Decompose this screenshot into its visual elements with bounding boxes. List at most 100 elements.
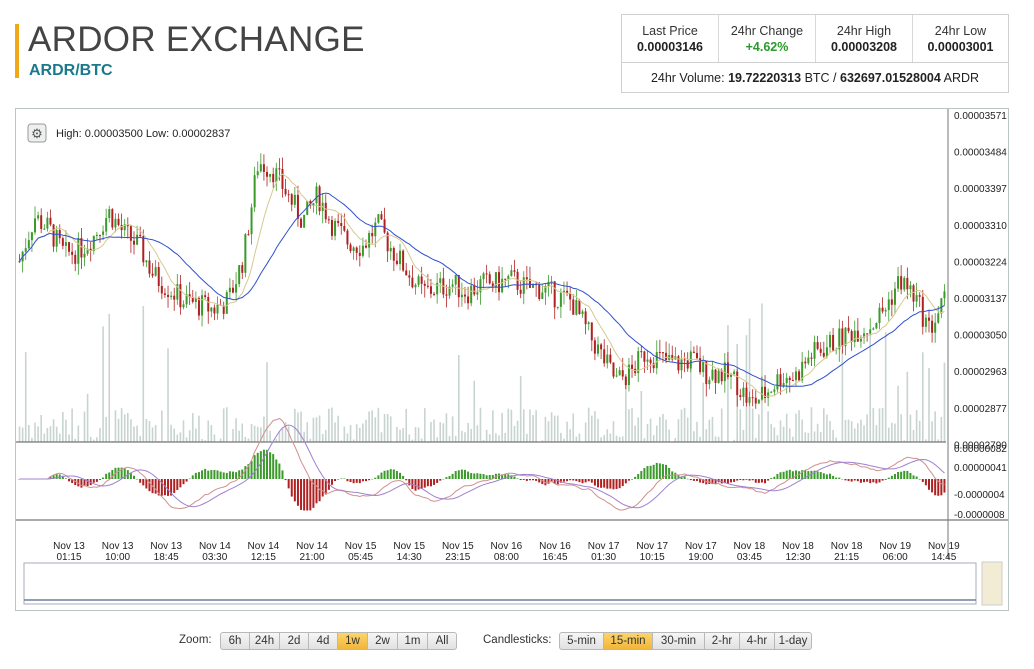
candle-body	[160, 285, 163, 294]
volume-bar	[21, 427, 24, 442]
candle-body	[757, 399, 760, 404]
zoom-4d-button[interactable]: 4d	[308, 632, 338, 650]
volume-bar	[34, 422, 36, 442]
price-tick-label: 0.00002790	[954, 440, 1007, 451]
volume-bar	[188, 430, 191, 442]
macd-bar	[853, 479, 856, 481]
volume-bar	[377, 407, 380, 442]
candle-body	[105, 218, 108, 232]
macd-bar	[547, 479, 550, 484]
zoom-24h-button[interactable]: 24h	[249, 632, 280, 650]
price-tick-label: 0.00003137	[954, 294, 1007, 305]
change-label: 24hr Change	[730, 24, 804, 38]
macd-bar	[61, 475, 64, 479]
zoom-6h-button[interactable]: 6h	[220, 632, 250, 650]
candle-1day-button[interactable]: 1-day	[774, 632, 812, 650]
macd-bar	[658, 463, 661, 479]
candle-30min-button[interactable]: 30-min	[652, 632, 705, 650]
price-axis: 0.00003571 0.00003484 0.00003397 0.00003310…	[954, 111, 1007, 451]
candle-body	[482, 273, 485, 280]
macd-bar	[191, 475, 194, 479]
candle-body	[210, 307, 213, 312]
volume-bar	[306, 422, 309, 442]
candle-15min-button[interactable]: 15-min	[603, 632, 653, 650]
volume-bar	[863, 425, 865, 442]
candle-body	[671, 355, 674, 360]
time-tick-time: 19:00	[688, 552, 713, 563]
candle-body	[767, 392, 770, 398]
candle-4hr-button[interactable]: 4-hr	[739, 632, 775, 650]
macd-bar	[219, 471, 222, 479]
volume-bar	[396, 426, 398, 442]
volume-bar	[281, 427, 284, 442]
candle-body	[906, 277, 909, 290]
volume-bar	[405, 408, 408, 442]
candle-body	[807, 357, 810, 364]
macd-bar	[779, 472, 782, 479]
macd-bar	[392, 469, 395, 479]
candle-body	[943, 291, 946, 299]
zoom-1m-button[interactable]: 1m	[397, 632, 428, 650]
zoom-2d-button[interactable]: 2d	[279, 632, 309, 650]
candle-5min-button[interactable]: 5-min	[559, 632, 604, 650]
macd-bar	[921, 479, 924, 482]
volume-bar	[532, 415, 534, 442]
volume-bar	[312, 417, 315, 442]
volume-stat: 24hr Volume: 19.72220313 BTC / 632697.01…	[622, 62, 1008, 94]
zoom-1w-button[interactable]: 1w	[337, 632, 368, 650]
candle-body	[349, 244, 352, 252]
macd-bar	[423, 479, 426, 488]
macd-bar	[377, 475, 380, 479]
volume-bar	[597, 418, 599, 442]
gear-icon[interactable]: ⚙	[31, 126, 43, 141]
candle-body	[544, 286, 547, 293]
settings-button[interactable]	[27, 123, 47, 143]
time-tick-time: 01:15	[56, 552, 81, 563]
macd-bar	[825, 474, 828, 479]
volume-bar	[807, 433, 810, 442]
macd-bar	[863, 479, 866, 483]
navigator-handle[interactable]	[981, 561, 1003, 606]
candle-body	[176, 284, 179, 300]
candle-body	[395, 260, 398, 264]
macd-bar	[522, 479, 525, 480]
volume-bar	[383, 414, 386, 442]
navigator-window[interactable]	[23, 562, 977, 605]
volume-bar	[52, 419, 55, 442]
candle-body	[231, 287, 234, 293]
candle-body	[433, 293, 436, 295]
zoom-all-button[interactable]: All	[427, 632, 457, 650]
volume-bar	[46, 427, 49, 442]
chart-canvas[interactable]: 0.00003571 0.00003484 0.00003397 0.00003310…	[16, 109, 1008, 610]
candle-2hr-button[interactable]: 2-hr	[704, 632, 740, 650]
candle-body	[572, 299, 575, 315]
candle-body	[411, 277, 414, 288]
candle-body	[460, 294, 463, 298]
macd-bar	[918, 479, 921, 480]
candle-body	[720, 370, 723, 382]
candle-body	[507, 275, 510, 280]
macd-bar	[751, 479, 754, 481]
candle-body	[448, 286, 451, 296]
price-tick-label: 0.00003310	[954, 221, 1007, 232]
high-label: 24hr High	[836, 24, 892, 38]
volume-bar	[884, 332, 887, 442]
candle-body	[730, 374, 733, 377]
macd-bar	[334, 479, 337, 482]
candle-body	[615, 375, 618, 377]
candle-body	[71, 251, 74, 255]
volume-bar	[922, 352, 924, 442]
volume-bar	[600, 437, 602, 442]
volume-bar	[829, 421, 831, 442]
price-chart[interactable]: 0.00003571 0.00003484 0.00003397 0.00003310…	[15, 108, 1009, 611]
volume-bar	[767, 411, 769, 442]
macd-bar	[417, 479, 420, 490]
macd-bar	[222, 472, 225, 479]
macd-bar	[463, 469, 466, 479]
time-tick-time: 16:45	[542, 552, 567, 563]
macd-bar	[773, 476, 776, 479]
zoom-2w-button[interactable]: 2w	[367, 632, 398, 650]
candle-body	[680, 359, 683, 371]
candle-body	[315, 186, 318, 204]
candle-body	[262, 164, 265, 172]
